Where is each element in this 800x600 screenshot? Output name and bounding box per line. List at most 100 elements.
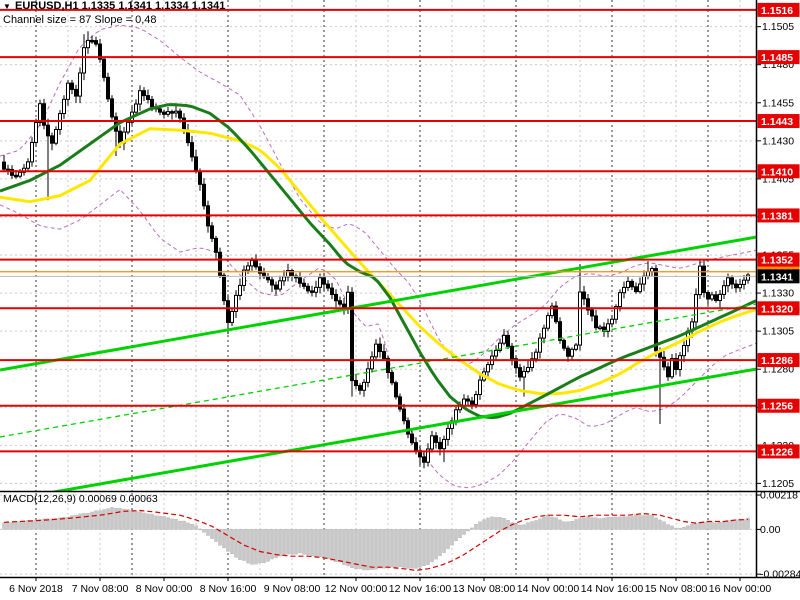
macd-histogram-bar xyxy=(406,529,410,569)
candle-down xyxy=(254,259,258,268)
macd-histogram-bar xyxy=(338,529,342,563)
macd-histogram-bar xyxy=(514,523,518,530)
macd-histogram-bar xyxy=(706,520,710,530)
macd-histogram-bar xyxy=(410,529,414,569)
candle-down xyxy=(158,108,162,113)
time-axis-label: 8 Nov 16:00 xyxy=(200,583,257,595)
candle-down xyxy=(70,82,74,90)
candle-up xyxy=(614,305,618,320)
candle-up xyxy=(66,82,70,100)
macd-histogram-bar xyxy=(490,516,494,530)
channel-lower-line xyxy=(51,367,756,491)
macd-histogram-bar xyxy=(638,515,642,530)
macd-histogram-bar xyxy=(166,517,170,530)
macd-histogram-bar xyxy=(54,518,58,530)
time-axis-label: 12 Nov 00:00 xyxy=(325,583,388,595)
macd-histogram-bar xyxy=(522,524,526,530)
candle-down xyxy=(190,142,194,158)
macd-histogram-bar xyxy=(722,521,726,530)
window-marker-icon: ▼ xyxy=(3,2,11,11)
candle-down xyxy=(162,111,166,115)
candle-down xyxy=(326,283,330,289)
macd-histogram-bar xyxy=(334,529,338,563)
macd-histogram-bar xyxy=(94,510,98,530)
candle-down xyxy=(350,291,354,382)
macd-histogram-bar xyxy=(494,517,498,530)
macd-histogram-bar xyxy=(450,529,454,546)
macd-histogram-bar xyxy=(210,529,214,539)
macd-histogram-bar xyxy=(686,525,690,530)
candle-up xyxy=(486,364,490,373)
macd-histogram-bar xyxy=(546,515,550,530)
macd-histogram-bar xyxy=(350,529,354,568)
macd-histogram-bar xyxy=(306,529,310,556)
candle-up xyxy=(38,103,42,123)
candle-up xyxy=(174,110,178,114)
candle-down xyxy=(170,111,174,114)
candle-down xyxy=(222,274,226,302)
candle-down xyxy=(714,294,718,301)
macd-histogram-bar xyxy=(582,517,586,530)
candle-down xyxy=(102,58,106,78)
macd-histogram-bar xyxy=(534,520,538,530)
candle-down xyxy=(354,380,358,387)
macd-histogram-bar xyxy=(462,529,466,535)
candle-down xyxy=(90,39,94,43)
macd-histogram-bar xyxy=(46,518,50,530)
current-price-tag-bg xyxy=(757,269,800,284)
macd-histogram-bar xyxy=(70,515,74,530)
macd-histogram-bar xyxy=(14,521,18,530)
candle-down xyxy=(202,183,206,207)
candle-down xyxy=(438,441,442,450)
level-price-tag: 1.1320 xyxy=(761,303,793,315)
macd-histogram-bar xyxy=(662,521,666,530)
level-price-tag-bg xyxy=(757,164,800,179)
macd-histogram-bar xyxy=(202,529,206,533)
candle-down xyxy=(334,293,338,302)
macd-histogram-bar xyxy=(62,517,66,530)
macd-histogram-bar xyxy=(610,516,614,530)
macd-layer xyxy=(0,493,756,577)
macd-histogram-bar xyxy=(30,520,34,530)
macd-histogram-bar xyxy=(330,529,334,561)
candle-up xyxy=(426,448,430,463)
macd-histogram-bar xyxy=(434,529,438,560)
price-axis[interactable]: 1.15051.14801.14551.14301.14051.13801.13… xyxy=(756,2,800,581)
time-axis-label: 14 Nov 16:00 xyxy=(581,583,644,595)
bollinger-lower-band xyxy=(0,189,756,489)
candle-up xyxy=(250,259,254,267)
time-axis-label: 12 Nov 16:00 xyxy=(389,583,452,595)
candle-up xyxy=(498,342,502,351)
price-axis-label: 1.1205 xyxy=(762,478,794,490)
candle-down xyxy=(582,291,586,300)
bollinger-bands-layer xyxy=(0,24,756,489)
candle-up xyxy=(138,90,142,105)
macd-histogram-bar xyxy=(78,513,82,530)
macd-histogram-bar xyxy=(366,529,370,571)
time-axis[interactable]: 6 Nov 2018 7 Nov 08:00 8 Nov 00:00 8 Nov 16… xyxy=(9,577,771,595)
candle-down xyxy=(198,170,202,185)
candle-down xyxy=(2,161,6,170)
macd-histogram-bar xyxy=(622,516,626,530)
candle-down xyxy=(730,277,734,285)
candle-up xyxy=(618,292,622,307)
time-axis-label: 15 Nov 08:00 xyxy=(645,583,708,595)
candle-up xyxy=(574,344,578,350)
candle-up xyxy=(126,121,130,133)
macd-histogram-bar xyxy=(198,528,202,531)
candle-up xyxy=(478,379,482,396)
candle-up xyxy=(314,286,318,293)
candle-down xyxy=(10,168,14,176)
candle-up xyxy=(370,356,374,370)
macd-histogram-bar xyxy=(130,510,134,530)
macd-histogram-bar xyxy=(22,520,26,530)
macd-histogram-bar xyxy=(102,509,106,530)
candle-down xyxy=(414,442,418,452)
macd-histogram-bar xyxy=(58,517,62,530)
candle-down xyxy=(386,357,390,373)
time-axis-label: 7 Nov 08:00 xyxy=(72,583,129,595)
candle-up xyxy=(538,337,542,353)
candle-down xyxy=(594,315,598,329)
candle-down xyxy=(74,88,78,97)
